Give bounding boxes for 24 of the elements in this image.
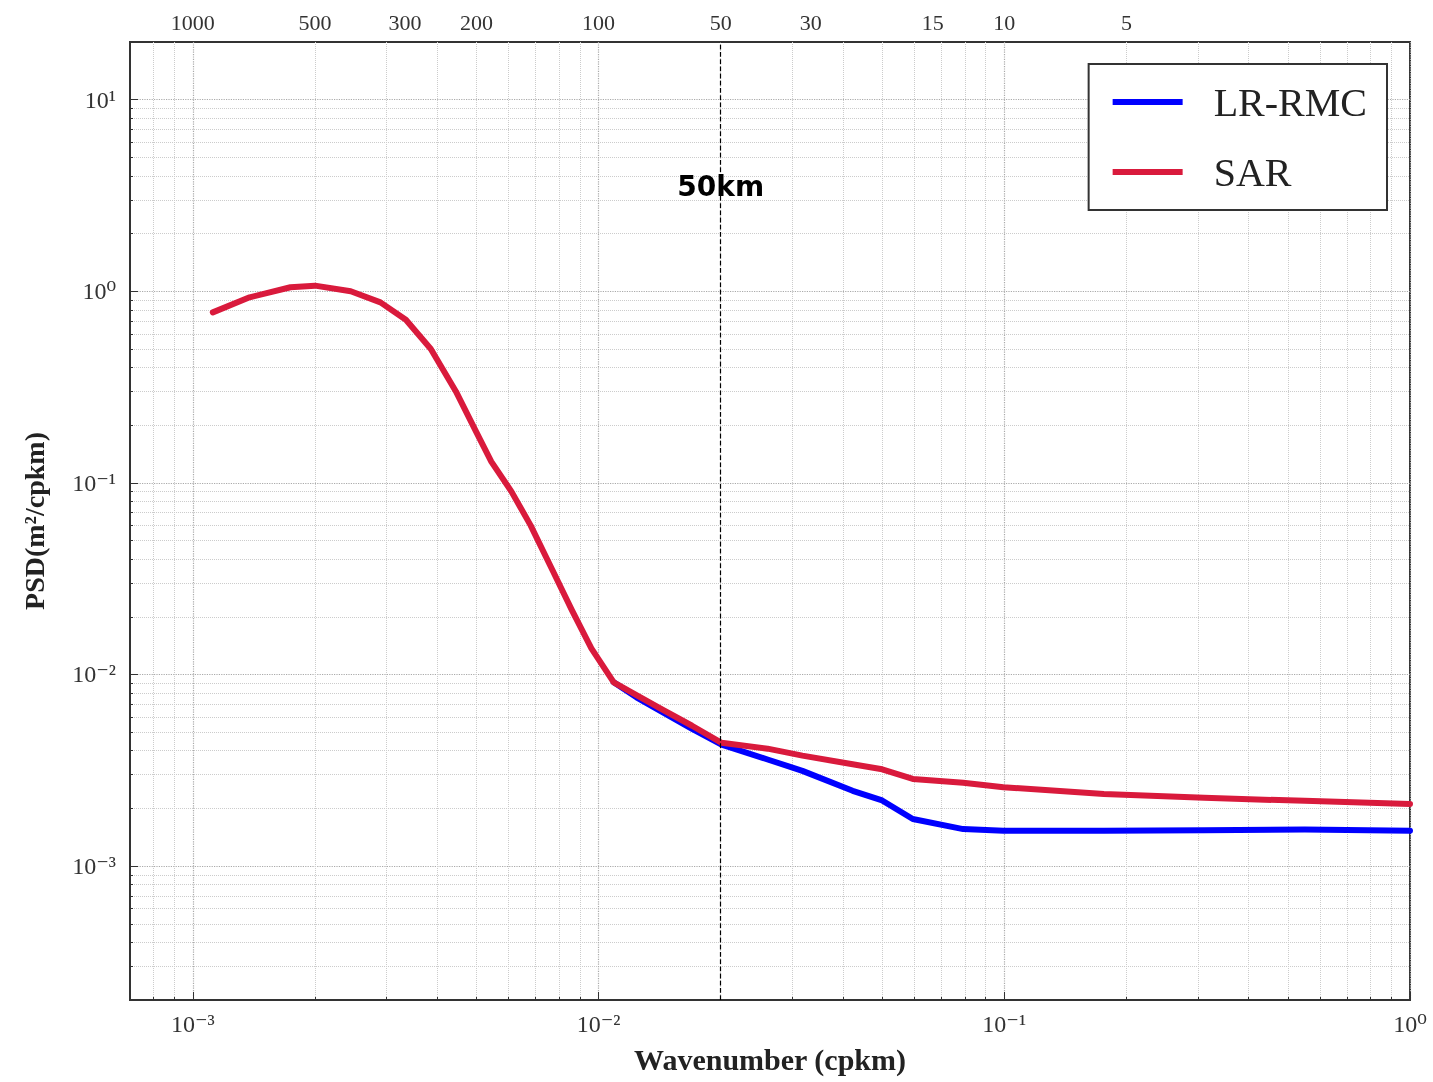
y-tick-label: 10⁻¹ — [72, 469, 116, 496]
text: 200 — [459, 9, 493, 35]
x-axis-title: Wavenumber (cpkm) — [634, 1042, 906, 1077]
text: 50 — [709, 9, 732, 35]
y-axis-title: PSD(m²/cpkm) — [18, 432, 50, 610]
legend-label: LR-RMC — [1213, 79, 1367, 125]
legend-label: SAR — [1213, 149, 1292, 195]
y-tick-label: 10⁻³ — [72, 853, 116, 880]
y-tick-label: 10⁰ — [82, 278, 116, 305]
text: 5 — [1120, 9, 1132, 35]
y-tick-label: 10⁻² — [72, 661, 116, 688]
x-tick-label: 10⁻² — [576, 1011, 621, 1037]
text: 1000 — [170, 9, 215, 35]
y-tick-label: 10¹ — [84, 86, 116, 113]
x-tick-label: 10⁻¹ — [982, 1011, 1027, 1037]
text: 15 — [921, 9, 944, 35]
x-tick-label: 10⁻³ — [170, 1011, 215, 1037]
text: 300 — [388, 9, 422, 35]
ref-line-label: 50km — [677, 169, 765, 203]
text: 500 — [298, 9, 332, 35]
text: 100 — [582, 9, 616, 35]
text: 30 — [799, 9, 822, 35]
text: 10 — [993, 9, 1016, 35]
x-tick-label: 10⁰ — [1393, 1011, 1427, 1037]
